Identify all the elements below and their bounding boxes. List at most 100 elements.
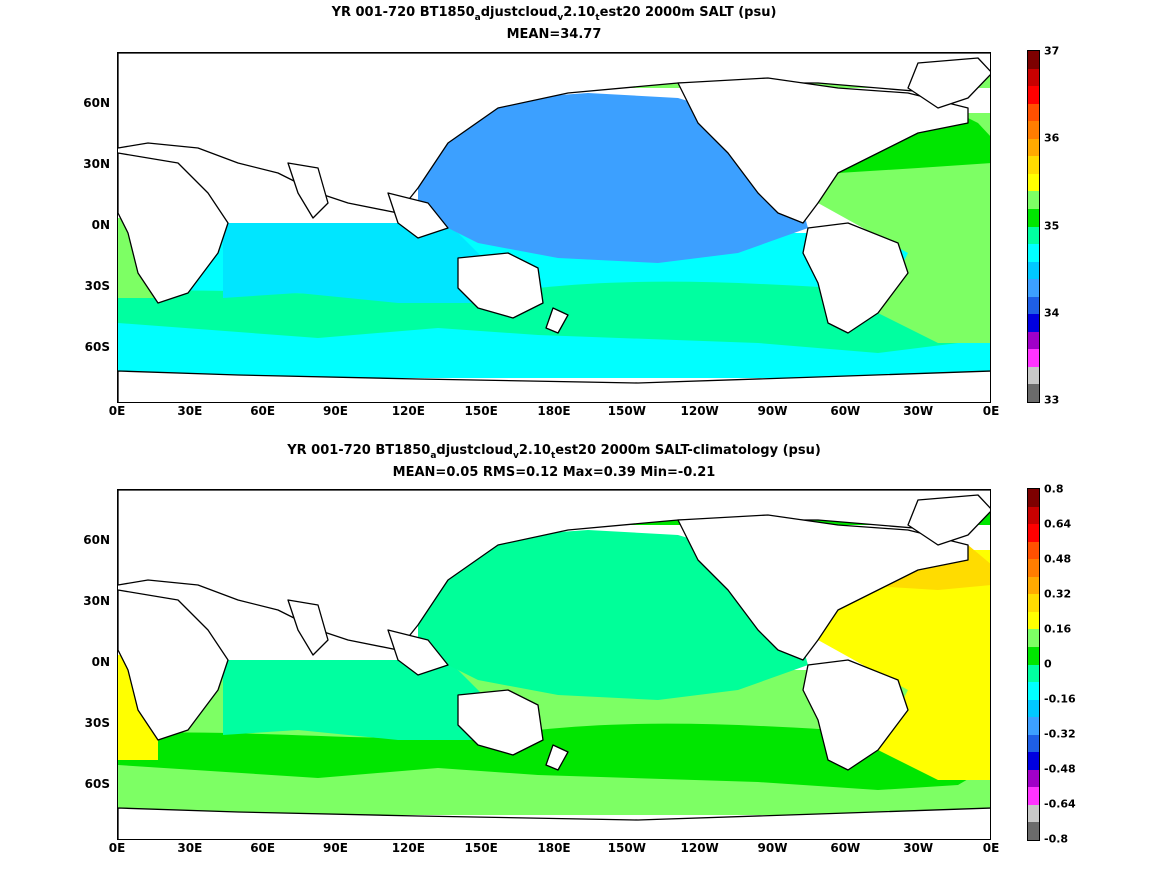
top-map — [118, 53, 990, 402]
x-tick-label: 30E — [177, 841, 203, 855]
x-tick-label: 120E — [391, 841, 425, 855]
colorbar-swatch — [1028, 156, 1039, 174]
colorbar-label: 0.8 — [1044, 482, 1064, 496]
top-colorbar — [1027, 50, 1040, 403]
y-tick-label: 60S — [84, 777, 110, 791]
y-tick-label: 0N — [91, 218, 110, 232]
colorbar-label: 34 — [1044, 306, 1060, 320]
colorbar-swatch — [1028, 208, 1039, 227]
colorbar-swatch — [1028, 734, 1039, 753]
x-tick-label: 0E — [108, 841, 126, 855]
y-tick-label: 60N — [83, 96, 110, 110]
indian-ocean — [223, 223, 508, 303]
x-tick-label: 90E — [323, 841, 348, 855]
bottom-map — [118, 490, 990, 839]
colorbar-swatch — [1028, 244, 1039, 262]
y-tick-label: 30S — [84, 716, 110, 730]
bottom-title: YR 001-720 BT1850adjustcloudv2.10test20 … — [117, 440, 991, 484]
x-tick-label: 60E — [250, 841, 276, 855]
x-tick-label: 90E — [323, 404, 348, 418]
y-tick-label: 0N — [91, 655, 110, 669]
x-tick-label: 150E — [464, 841, 498, 855]
x-tick-label: 0E — [108, 404, 126, 418]
bottom-colorbar — [1027, 488, 1040, 841]
colorbar-swatch — [1028, 682, 1039, 700]
colorbar-swatch — [1028, 804, 1039, 823]
australia-land — [457, 689, 544, 756]
colorbar-label: 0.32 — [1044, 587, 1072, 601]
colorbar-swatch — [1028, 296, 1039, 315]
colorbar-label: -0.64 — [1044, 797, 1076, 811]
colorbar-swatch — [1028, 576, 1039, 595]
india-land — [287, 599, 329, 656]
colorbar-swatch — [1028, 594, 1039, 612]
x-tick-label: 150W — [607, 404, 646, 418]
colorbar-swatch — [1028, 524, 1039, 542]
atlantic-ocean — [818, 550, 990, 780]
colorbar-label: -0.48 — [1044, 762, 1076, 776]
colorbar-swatch — [1028, 787, 1039, 805]
colorbar-swatch — [1028, 68, 1039, 87]
colorbar-swatch — [1028, 226, 1039, 245]
colorbar-swatch — [1028, 51, 1039, 69]
colorbar-label: 36 — [1044, 131, 1060, 145]
colorbar-swatch — [1028, 86, 1039, 104]
y-tick-label: 30N — [83, 594, 110, 608]
colorbar-swatch — [1028, 629, 1039, 647]
north-america-land — [677, 514, 969, 661]
colorbar-swatch — [1028, 752, 1039, 770]
bottom-title-line1: YR 001-720 BT1850adjustcloudv2.10test20 … — [287, 443, 821, 461]
x-tick-label: 60W — [830, 841, 861, 855]
x-tick-label: 0E — [982, 404, 1000, 418]
x-tick-label: 30W — [903, 404, 934, 418]
colorbar-swatch — [1028, 769, 1039, 788]
colorbar-label: 37 — [1044, 44, 1060, 58]
colorbar-swatch — [1028, 173, 1039, 192]
x-tick-label: 180E — [537, 404, 571, 418]
colorbar-swatch — [1028, 121, 1039, 139]
africa-land — [118, 589, 229, 741]
colorbar-swatch — [1028, 489, 1039, 507]
x-tick-label: 150E — [464, 404, 498, 418]
colorbar-label: 0 — [1044, 657, 1052, 671]
x-tick-label: 120E — [391, 404, 425, 418]
colorbar-swatch — [1028, 331, 1039, 350]
colorbar-swatch — [1028, 541, 1039, 560]
bottom-map-panel — [117, 489, 991, 840]
top-map-panel — [117, 52, 991, 403]
colorbar-label: -0.32 — [1044, 727, 1076, 741]
colorbar-swatch — [1028, 646, 1039, 665]
colorbar-label: -0.16 — [1044, 692, 1076, 706]
x-tick-label: 150W — [607, 841, 646, 855]
colorbar-swatch — [1028, 559, 1039, 577]
colorbar-label: 33 — [1044, 393, 1060, 407]
x-tick-label: 60W — [830, 404, 861, 418]
x-tick-label: 30E — [177, 404, 203, 418]
x-tick-label: 90W — [757, 404, 788, 418]
colorbar-label: 0.48 — [1044, 552, 1072, 566]
africa-land — [118, 152, 229, 304]
se-asia-land — [387, 192, 449, 239]
south-america-land — [802, 222, 909, 334]
colorbar-swatch — [1028, 138, 1039, 157]
colorbar-swatch — [1028, 664, 1039, 683]
top-mean-label: MEAN=34.77 — [506, 27, 602, 42]
colorbar-label: 0.64 — [1044, 517, 1072, 531]
colorbar-swatch — [1028, 191, 1039, 209]
bottom-stats-label: MEAN=0.05 RMS=0.12 Max=0.39 Min=-0.21 — [392, 465, 716, 480]
colorbar-swatch — [1028, 506, 1039, 525]
indian-ocean — [223, 660, 508, 740]
colorbar-swatch — [1028, 717, 1039, 735]
x-tick-label: 90W — [757, 841, 788, 855]
y-tick-label: 60N — [83, 533, 110, 547]
x-tick-label: 120W — [680, 404, 719, 418]
antarctica-land — [118, 807, 990, 839]
india-land — [287, 162, 329, 219]
new-zealand-land — [545, 307, 569, 334]
antarctica-land — [118, 370, 990, 402]
colorbar-swatch — [1028, 699, 1039, 718]
south-america-land — [802, 659, 909, 771]
x-tick-label: 30W — [903, 841, 934, 855]
y-tick-label: 30S — [84, 279, 110, 293]
top-title-line1: YR 001-720 BT1850adjustcloudv2.10test20 … — [331, 5, 777, 23]
